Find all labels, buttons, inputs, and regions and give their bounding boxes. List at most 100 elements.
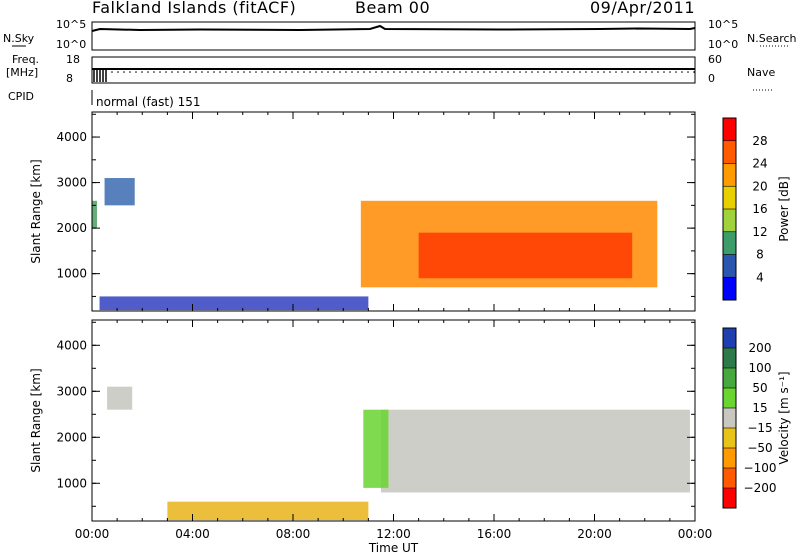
nave-dot — [483, 71, 485, 73]
nave-dot — [177, 71, 179, 73]
colorbar-segment — [723, 488, 736, 509]
nsearch-tick-top: 10^5 — [708, 18, 738, 31]
nave-dot — [417, 71, 419, 73]
colorbar-tick-label: 24 — [752, 157, 767, 171]
nave-dot — [447, 71, 449, 73]
colorbar-tick-label: −100 — [744, 461, 777, 475]
colorbar-segment — [723, 348, 736, 369]
nave-dot — [441, 71, 443, 73]
nave-dot — [465, 71, 467, 73]
nave-dot — [591, 71, 593, 73]
y-tick-label: 4000 — [56, 338, 87, 352]
colorbar-tick-label: 16 — [752, 202, 767, 216]
colorbar-label: Power [dB] — [777, 176, 791, 241]
nave-dot — [117, 71, 119, 73]
nave-dot — [693, 71, 695, 73]
data-region — [167, 501, 369, 521]
nave-dot — [201, 71, 203, 73]
colorbar-tick-label: 8 — [756, 248, 764, 262]
data-region — [104, 178, 135, 206]
colorbar-tick-label: 15 — [752, 401, 767, 415]
nave-dot — [429, 71, 431, 73]
nave-dot — [195, 71, 197, 73]
nave-dot — [387, 71, 389, 73]
colorbar-tick-label: −15 — [747, 421, 772, 435]
nave-dot — [627, 71, 629, 73]
nave-dot — [357, 71, 359, 73]
y-tick-label: 4000 — [56, 130, 87, 144]
x-tick-label: 16:00 — [477, 527, 512, 541]
colorbar-tick-label: 4 — [756, 270, 764, 284]
nave-dot — [537, 71, 539, 73]
nave-dot — [279, 71, 281, 73]
x-tick-label: 12:00 — [376, 527, 411, 541]
y-tick-label: 1000 — [56, 267, 87, 281]
nave-dot — [549, 71, 551, 73]
nave-dot — [141, 71, 143, 73]
nave-dot — [231, 71, 233, 73]
nave-dot — [147, 71, 149, 73]
nave-dot — [669, 71, 671, 73]
cpid-value: normal (fast) 151 — [96, 95, 200, 109]
y-axis-label: Slant Range [km] — [29, 368, 43, 472]
nave-dot — [219, 71, 221, 73]
nave-dot — [165, 71, 167, 73]
nave-dot — [327, 71, 329, 73]
header-beam: Beam 00 — [355, 0, 431, 17]
nave-dot — [621, 71, 623, 73]
colorbar-tick-label: 20 — [752, 179, 767, 193]
nave-dot — [687, 71, 689, 73]
nave-dot — [663, 71, 665, 73]
nave-dot — [237, 71, 239, 73]
nave-dot — [579, 71, 581, 73]
nave-dot — [675, 71, 677, 73]
y-tick-label: 3000 — [56, 176, 87, 190]
nave-dot — [495, 71, 497, 73]
colorbar-segment — [723, 408, 736, 429]
nave-dot — [249, 71, 251, 73]
nave-dot — [597, 71, 599, 73]
nave-tick-top: 60 — [708, 53, 722, 66]
x-tick-label: 00:00 — [75, 527, 110, 541]
nave-dot — [213, 71, 215, 73]
colorbar-tick-label: 50 — [752, 381, 767, 395]
nave-dot — [477, 71, 479, 73]
colorbar-segment — [723, 448, 736, 469]
nave-dot — [411, 71, 413, 73]
nave-dot — [555, 71, 557, 73]
colorbar-segment — [723, 186, 736, 210]
nave-dot — [159, 71, 161, 73]
colorbar-tick-label: 200 — [749, 341, 772, 355]
colorbar-segment — [723, 254, 736, 278]
colorbar-tick-label: −50 — [747, 441, 772, 455]
nave-dot — [645, 71, 647, 73]
y-tick-label: 2000 — [56, 221, 87, 235]
nave-dot — [369, 71, 371, 73]
nave-dot — [507, 71, 509, 73]
y-tick-label: 1000 — [56, 476, 87, 490]
nave-dot — [603, 71, 605, 73]
nave-dot — [315, 71, 317, 73]
freq-tick-top: 18 — [66, 53, 80, 66]
nave-dot — [501, 71, 503, 73]
data-region — [418, 232, 633, 279]
colorbar-tick-label: 100 — [749, 361, 772, 375]
nave-dot — [681, 71, 683, 73]
nsky-label: N.Sky — [3, 32, 35, 45]
colorbar-segment — [723, 468, 736, 489]
freq-label-1: Freq. — [12, 53, 39, 66]
header-date: 09/Apr/2011 — [590, 0, 696, 17]
x-tick-label: 20:00 — [577, 527, 612, 541]
nave-dot — [489, 71, 491, 73]
colorbar-segment — [723, 428, 736, 449]
x-tick-label: 00:00 — [678, 527, 713, 541]
nave-dot — [615, 71, 617, 73]
x-axis-label: Time UT — [368, 541, 419, 554]
nave-dot — [171, 71, 173, 73]
nave-label: Nave — [747, 66, 775, 79]
nave-dot — [375, 71, 377, 73]
nave-dot — [243, 71, 245, 73]
colorbar-frame — [722, 327, 737, 509]
nave-dot — [189, 71, 191, 73]
nave-dot — [345, 71, 347, 73]
